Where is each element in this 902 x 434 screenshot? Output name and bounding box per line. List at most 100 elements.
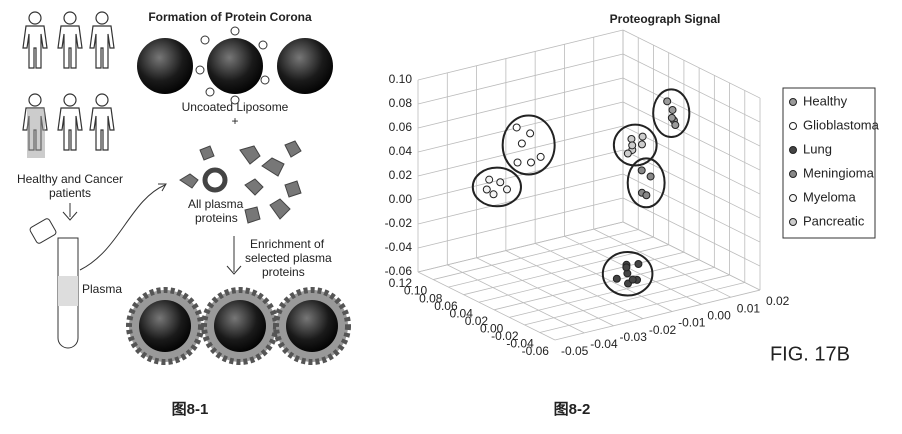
x-tick-label: 0.06 [434, 299, 458, 313]
grid-line [539, 282, 745, 333]
grid-line [417, 29, 624, 81]
point [663, 97, 672, 106]
grid-line [622, 101, 761, 171]
proteins [179, 140, 302, 224]
point [668, 105, 677, 114]
grid-line [622, 149, 761, 219]
proteins-label: proteins [195, 211, 238, 225]
plus: + [231, 114, 238, 128]
plot: Healthy Glioblastoma Lung Meningioma Myeloma… [471, 87, 880, 297]
legend-label: Lung [803, 141, 832, 156]
grid-line [417, 271, 556, 341]
grid-line [417, 77, 624, 129]
legend-label: Meningioma [803, 165, 875, 180]
x-tick-label: 0.12 [389, 276, 413, 290]
y-tick-label: 0.00 [707, 309, 731, 323]
z-tick-label: 0.04 [389, 144, 413, 158]
z-tick-label: -0.04 [385, 240, 413, 254]
x-tick-label: -0.04 [506, 337, 534, 351]
z-tick-label: 0.10 [389, 72, 413, 86]
point [646, 172, 655, 181]
point [642, 191, 651, 200]
grid-line [478, 251, 685, 303]
y-tick-label: -0.02 [649, 323, 677, 337]
z-tick-label: 0.08 [389, 96, 413, 110]
point [527, 158, 535, 167]
grid-line [622, 77, 761, 147]
grid-line [417, 173, 624, 225]
legend-swatch [789, 170, 797, 178]
grid-line [505, 250, 644, 319]
cluster-outline [626, 157, 666, 209]
x-tick-label: 0.00 [480, 322, 504, 336]
enrichment-label: proteins [262, 265, 305, 279]
y-tick-label: -0.04 [590, 337, 618, 351]
plasma-tube [29, 218, 79, 349]
point [628, 275, 637, 284]
cluster-outline [652, 88, 691, 139]
grid-line [524, 274, 730, 326]
point [622, 263, 631, 272]
arrow [79, 184, 166, 271]
caption: 图8-2 [554, 401, 591, 418]
legend-label: Healthy [803, 93, 848, 108]
point [482, 185, 491, 194]
z-tick-label: 0.02 [389, 168, 413, 182]
cluster-outline [501, 114, 556, 176]
grid-line [476, 257, 614, 327]
x-tick-label: 0.02 [465, 314, 489, 328]
y-tick-label: -0.03 [620, 330, 648, 344]
grid-line [593, 228, 731, 298]
z-tick-label: -0.02 [385, 216, 413, 230]
point [485, 175, 494, 184]
grid-line [433, 229, 639, 280]
enrichment-label: selected plasma [245, 251, 332, 265]
coronas [126, 287, 351, 365]
grid-line [417, 149, 624, 201]
point [502, 185, 511, 194]
grid-line [417, 197, 624, 249]
chart-title: Proteograph Signal [610, 12, 721, 26]
grid-line [447, 264, 585, 334]
liposome-label: Uncoated Liposome [182, 100, 289, 114]
point [513, 158, 522, 167]
grid-line [554, 289, 761, 341]
point [517, 139, 526, 148]
z-tick-label: -0.06 [385, 264, 413, 278]
proteins-label: All plasma [188, 197, 244, 211]
patients-illustration [22, 11, 115, 158]
liposomes [137, 26, 333, 105]
arrow [158, 183, 167, 192]
caption: 图8-1 [172, 401, 209, 418]
cluster-outline [612, 123, 658, 167]
patients-label: patients [49, 186, 91, 200]
point [628, 141, 637, 150]
point [512, 123, 521, 132]
legend-swatch [789, 98, 797, 106]
legend-swatch [789, 146, 797, 154]
legend-swatch [789, 218, 797, 226]
legend-swatch [789, 122, 797, 130]
grid-line [417, 125, 624, 177]
arrow [62, 203, 78, 221]
point [637, 166, 646, 175]
legend-label: Myeloma [803, 189, 857, 204]
grid-line [509, 266, 715, 318]
point [496, 178, 505, 187]
grid-line [622, 53, 761, 123]
y-tick-label: 0.02 [766, 294, 790, 308]
grid-line [494, 259, 700, 311]
point [634, 259, 643, 268]
grid-line [417, 53, 624, 105]
point [671, 121, 680, 130]
point [612, 274, 621, 283]
grid: 0.120.100.080.060.040.020.00-0.02-0.04-0… [385, 29, 790, 358]
x-tick-label: -0.06 [522, 344, 550, 358]
corona-title: Formation of Protein Corona [148, 10, 312, 24]
legend-swatch [789, 194, 797, 202]
y-tick-label: 0.01 [737, 301, 761, 315]
point [638, 132, 647, 141]
point [667, 113, 676, 122]
